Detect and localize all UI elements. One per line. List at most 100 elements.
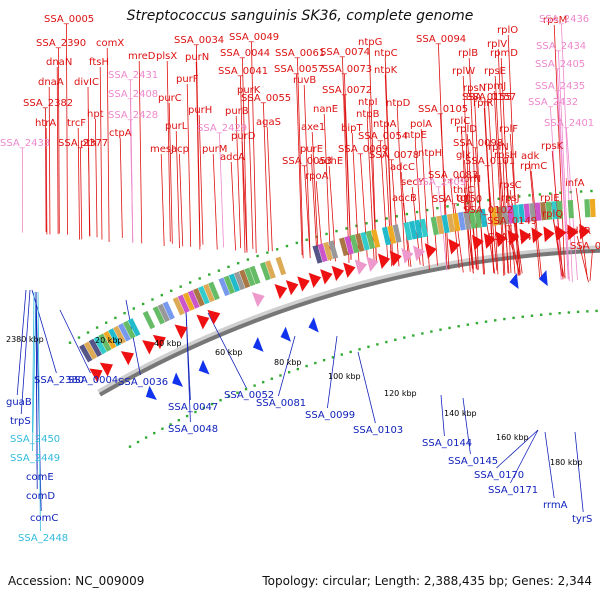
outer-tick-mark xyxy=(123,311,126,315)
gene-label-forward: purC xyxy=(158,93,182,104)
position-tick-label: 120 kbp xyxy=(384,389,417,398)
inner-tick-mark xyxy=(394,338,397,341)
outer-tick-mark xyxy=(456,203,459,206)
inner-tick-mark xyxy=(153,431,156,435)
cog-block xyxy=(182,292,195,311)
forward-gene-arrow xyxy=(472,234,484,251)
gene-label-forward: htrA xyxy=(35,118,56,129)
leader-line xyxy=(462,397,471,455)
cog-block xyxy=(490,207,499,226)
outer-tick-mark xyxy=(256,254,259,258)
cog-block xyxy=(108,328,122,347)
outer-tick-mark xyxy=(208,273,211,276)
cog-block xyxy=(387,225,397,245)
inner-tick-mark xyxy=(421,332,424,335)
gene-label-forward: agaS xyxy=(256,117,281,128)
gene-label-forward: secY xyxy=(401,177,425,188)
gene-label-forward: SSA_0155 xyxy=(462,92,512,103)
gene-label-forward: SSA_0102 xyxy=(463,205,513,216)
inner-tick-mark xyxy=(567,311,571,314)
inner-tick-mark xyxy=(169,423,172,426)
outer-tick-mark xyxy=(188,281,192,284)
gene-label-forward: rpmJ xyxy=(483,81,506,92)
inner-tick-mark xyxy=(403,336,406,339)
forward-gene-arrow xyxy=(424,243,437,259)
reverse-gene-arrow xyxy=(509,273,519,290)
reverse-gene-arrow xyxy=(252,337,264,352)
gene-label-forward: mreD xyxy=(128,51,156,62)
gene-label-forward: rplO xyxy=(497,25,518,36)
gene-label-forward: dnaN xyxy=(46,57,72,68)
gene-label-forward: rplF xyxy=(499,124,518,135)
leader-line xyxy=(119,137,123,238)
inner-tick-mark xyxy=(385,340,388,344)
inner-tick-mark xyxy=(340,353,343,356)
outer-tick-mark xyxy=(345,227,348,230)
outer-tick-mark xyxy=(132,307,136,310)
topology-text: Topology: circular; Length: 2,388,435 bp… xyxy=(262,574,592,588)
forward-gene-arrow xyxy=(448,238,461,255)
outer-tick-mark xyxy=(227,265,230,269)
leader-line xyxy=(212,153,218,250)
gene-label-forward: SSA_0069 xyxy=(338,144,388,155)
gene-label-forward: SSA_0143 xyxy=(570,241,600,252)
outer-tick-mark xyxy=(114,316,117,320)
cog-block xyxy=(233,271,246,291)
position-tick-label: 60 kbp xyxy=(215,348,243,357)
outer-tick-mark xyxy=(105,321,108,324)
gene-label-forward: SSA_0149 xyxy=(487,216,537,227)
forward-gene-arrow xyxy=(297,276,310,292)
leader-line xyxy=(95,118,98,238)
cog-block xyxy=(512,204,520,224)
gene-label-forward: rplR xyxy=(473,98,493,109)
leader-line xyxy=(509,189,521,273)
leader-line xyxy=(460,125,471,272)
leader-line xyxy=(235,115,242,249)
outer-tick-mark xyxy=(179,285,182,288)
gene-label-forward: SSA_0053 xyxy=(282,156,332,167)
outer-tick-mark xyxy=(446,205,449,208)
forward-gene-arrow xyxy=(174,324,188,340)
gene-label-forward: rpsM xyxy=(543,15,567,26)
gene-label-forward: SSA_0072 xyxy=(322,85,372,96)
position-tick-label: 100 kbp xyxy=(328,372,361,381)
forward-gene-arrow xyxy=(120,351,134,366)
gene-label-forward: rpsJ xyxy=(501,193,520,204)
leader-line xyxy=(344,94,352,260)
gene-label-forward: rplV xyxy=(487,39,507,50)
forward-gene-arrow xyxy=(531,227,543,244)
forward-gene-arrow xyxy=(274,284,288,300)
gene-label-forward: purN xyxy=(185,52,209,63)
gene-label-forward: pth xyxy=(80,138,97,149)
gene-label-forward: adcA xyxy=(220,152,245,163)
gene-label-reverse: tyrS xyxy=(572,514,592,525)
forward-gene-arrow xyxy=(89,368,103,383)
outer-tick-mark xyxy=(295,241,299,245)
inner-tick-mark xyxy=(227,395,231,398)
gene-label-forward: purF xyxy=(176,74,199,85)
leader-line xyxy=(310,153,318,261)
gene-label-forward: SSA_0049 xyxy=(229,32,279,43)
inner-tick-mark xyxy=(210,402,214,406)
gene-label-forward: SSA_2433 xyxy=(0,138,50,149)
inner-tick-mark xyxy=(484,320,488,323)
leader-line xyxy=(297,57,304,259)
leader-line xyxy=(468,57,479,270)
forward-gene-arrow xyxy=(196,314,210,330)
inner-tick-mark xyxy=(279,374,282,377)
gene-label-forward: SSA_2405 xyxy=(535,59,585,70)
cog-block xyxy=(98,333,112,352)
gene-label-forward: ntpH xyxy=(418,148,442,159)
leader-line xyxy=(342,56,350,263)
gene-label-forward: plsX xyxy=(156,51,177,62)
forward-gene-arrow xyxy=(320,269,333,285)
cog-block xyxy=(584,199,591,218)
inner-tick-mark xyxy=(549,312,552,316)
gene-label-reverse: SSA_0036 xyxy=(118,377,168,388)
gene-label-forward: axe1 xyxy=(301,122,325,133)
outer-tick-mark xyxy=(395,215,398,218)
leader-line xyxy=(230,161,236,251)
leader-line xyxy=(440,113,450,270)
outer-tick-mark xyxy=(507,196,511,199)
leader-line xyxy=(315,180,323,257)
